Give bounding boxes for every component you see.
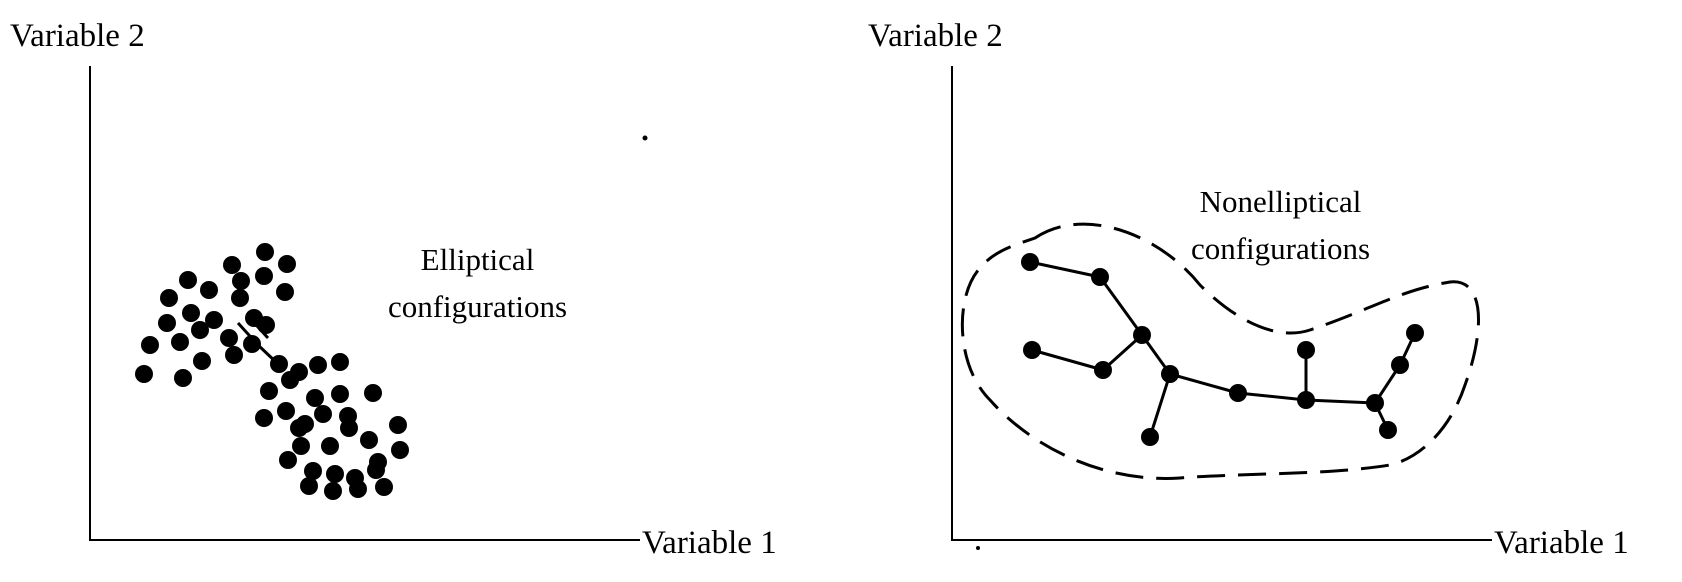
data-point (1406, 324, 1424, 342)
data-point (174, 369, 192, 387)
data-point (306, 389, 324, 407)
caption-line: Elliptical (355, 236, 600, 283)
data-point (232, 272, 250, 290)
data-point (223, 256, 241, 274)
data-point (141, 336, 159, 354)
data-point (326, 465, 344, 483)
data-point (158, 314, 176, 332)
data-point (1021, 253, 1039, 271)
data-point (1094, 361, 1112, 379)
data-point (278, 255, 296, 273)
data-point (1366, 394, 1384, 412)
data-point (1091, 268, 1109, 286)
data-point (340, 419, 358, 437)
tree-edge (1030, 262, 1100, 277)
data-point (179, 271, 197, 289)
data-point (389, 416, 407, 434)
x-axis-label: Variable 1 (1494, 527, 1629, 560)
stray-dot (976, 546, 980, 550)
data-point (331, 353, 349, 371)
data-point (331, 385, 349, 403)
data-point (182, 304, 200, 322)
caption-line: configurations (1158, 225, 1403, 272)
data-point (1229, 384, 1247, 402)
data-point (160, 289, 178, 307)
elliptical-panel: Variable 2 Variable 1 Elliptical configu… (0, 0, 841, 582)
caption-line: configurations (355, 283, 600, 330)
data-point (314, 405, 332, 423)
tree-edge (1170, 374, 1238, 393)
tree-edge (1238, 393, 1306, 400)
data-point (1379, 421, 1397, 439)
data-point (279, 451, 297, 469)
data-point (225, 346, 243, 364)
data-point (391, 441, 409, 459)
data-point (292, 437, 310, 455)
caption-line: Nonelliptical (1158, 178, 1403, 225)
data-point (135, 365, 153, 383)
data-point (171, 333, 189, 351)
data-point (277, 402, 295, 420)
y-axis-label: Variable 2 (10, 20, 145, 53)
tree-edges (1030, 262, 1415, 437)
tree-edge (1150, 374, 1170, 437)
data-point (364, 384, 382, 402)
data-point (193, 352, 211, 370)
x-axis-label: Variable 1 (642, 527, 777, 560)
data-point (200, 281, 218, 299)
y-axis-label: Variable 2 (868, 20, 1003, 53)
tree-nodes (1021, 253, 1424, 446)
data-point (243, 335, 261, 353)
data-point (309, 356, 327, 374)
data-point (324, 482, 342, 500)
data-point (255, 267, 273, 285)
data-point (360, 431, 378, 449)
data-point (321, 437, 339, 455)
stray-dot (643, 136, 648, 141)
data-point (191, 321, 209, 339)
nonelliptical-plot (860, 0, 1682, 582)
data-point (260, 382, 278, 400)
data-point (349, 480, 367, 498)
data-point (281, 371, 299, 389)
tree-edge (1306, 400, 1375, 403)
data-point (1133, 326, 1151, 344)
data-point (1391, 356, 1409, 374)
tree-edge (1032, 350, 1103, 370)
data-point (255, 409, 273, 427)
tree-edge (1100, 277, 1142, 335)
nonelliptical-panel: Variable 2 Variable 1 Nonelliptical conf… (860, 0, 1682, 582)
data-point (220, 329, 238, 347)
data-point (276, 283, 294, 301)
data-point (257, 316, 275, 334)
data-point (1297, 391, 1315, 409)
data-point (369, 453, 387, 471)
data-point (300, 477, 318, 495)
data-point (1023, 341, 1041, 359)
data-point (1297, 341, 1315, 359)
nonelliptical-caption: Nonelliptical configurations (1158, 178, 1403, 272)
elliptical-caption: Elliptical configurations (355, 236, 600, 330)
data-point (1161, 365, 1179, 383)
data-point (290, 419, 308, 437)
data-point (375, 478, 393, 496)
data-point (256, 243, 274, 261)
data-point (1141, 428, 1159, 446)
data-point (270, 355, 288, 373)
data-point (231, 289, 249, 307)
